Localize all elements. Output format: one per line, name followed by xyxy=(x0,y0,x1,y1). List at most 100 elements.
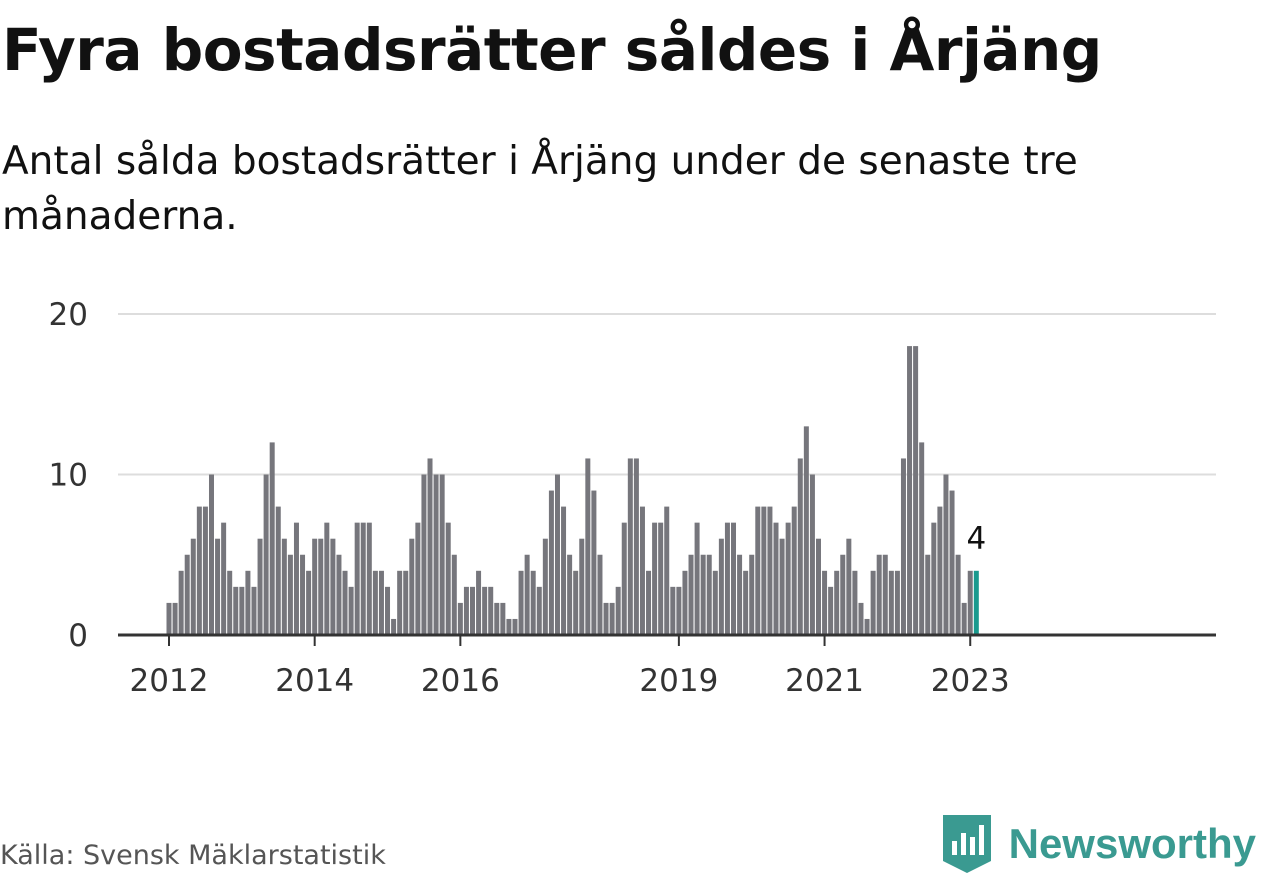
bar xyxy=(251,586,257,635)
bar xyxy=(190,538,196,635)
x-tick-label: 2014 xyxy=(275,663,354,699)
bar xyxy=(221,522,227,635)
bar xyxy=(397,570,403,635)
bar xyxy=(791,506,797,635)
bar xyxy=(724,522,730,635)
bar xyxy=(439,474,445,635)
bar xyxy=(913,346,919,635)
bar xyxy=(627,458,633,635)
bar xyxy=(858,602,864,635)
bar xyxy=(518,570,524,635)
bar xyxy=(233,586,239,635)
bar xyxy=(208,474,214,635)
bar xyxy=(300,554,306,635)
bar xyxy=(876,554,882,635)
bar xyxy=(202,506,208,635)
bar xyxy=(269,442,275,635)
bar xyxy=(840,554,846,635)
bar xyxy=(603,602,609,635)
bar xyxy=(196,506,202,635)
bar xyxy=(755,506,761,635)
source-note: Källa: Svensk Mäklarstatistik xyxy=(0,840,386,871)
bar xyxy=(445,522,451,635)
bar xyxy=(500,602,506,635)
bar xyxy=(354,522,360,635)
y-tick-label: 20 xyxy=(49,297,88,333)
chart-subtitle: Antal sålda bostadsrätter i Årjäng under… xyxy=(2,139,1078,239)
bar xyxy=(670,586,676,635)
bar xyxy=(360,522,366,635)
bar xyxy=(184,554,190,635)
bar xyxy=(530,570,536,635)
bar xyxy=(961,602,967,635)
bar xyxy=(554,474,560,635)
bar xyxy=(263,474,269,635)
bar xyxy=(955,554,961,635)
bar xyxy=(178,570,184,635)
bar xyxy=(712,570,718,635)
bar xyxy=(815,538,821,635)
bar xyxy=(967,570,973,635)
bar xyxy=(900,458,906,635)
bar xyxy=(427,458,433,635)
bar xyxy=(245,570,251,635)
bar xyxy=(682,570,688,635)
bar xyxy=(828,586,834,635)
bar xyxy=(506,618,512,635)
bar xyxy=(919,442,925,635)
bar xyxy=(512,618,518,635)
bar xyxy=(767,506,773,635)
bar xyxy=(718,538,724,635)
brand-name: Newsworthy xyxy=(1008,820,1256,867)
bar xyxy=(494,602,500,635)
y-tick-label: 0 xyxy=(68,618,88,654)
bar xyxy=(342,570,348,635)
bar-chart: 0 10 20 4 2012 2014 2016 2019 2021 2023 xyxy=(49,297,1216,699)
bar xyxy=(378,570,384,635)
bar xyxy=(646,570,652,635)
bar xyxy=(597,554,603,635)
bar xyxy=(591,490,597,635)
x-tick-label: 2019 xyxy=(639,663,718,699)
bar xyxy=(470,586,475,635)
x-tick-label: 2021 xyxy=(785,663,864,699)
bar-highlight xyxy=(973,570,979,635)
bar xyxy=(330,538,336,635)
bar xyxy=(585,458,591,635)
bar xyxy=(803,426,809,635)
bar xyxy=(433,474,439,635)
bar xyxy=(888,570,894,635)
bar xyxy=(421,474,427,635)
bar xyxy=(372,570,378,635)
bar xyxy=(785,522,791,635)
bar-chart-logo-icon xyxy=(942,815,991,873)
bar xyxy=(524,554,530,635)
bar xyxy=(573,570,579,635)
bar xyxy=(822,570,828,635)
bar xyxy=(609,602,615,635)
bar xyxy=(700,554,706,635)
bar xyxy=(567,554,573,635)
bar xyxy=(403,570,409,635)
bar xyxy=(615,586,621,635)
bar xyxy=(215,538,221,635)
bar xyxy=(846,538,852,635)
bar xyxy=(324,522,330,635)
bar xyxy=(336,554,342,635)
bar xyxy=(834,570,840,635)
bar xyxy=(852,570,858,635)
bar xyxy=(366,522,372,635)
bar xyxy=(633,458,639,635)
bar xyxy=(275,506,281,635)
bar xyxy=(482,586,488,635)
bar xyxy=(287,554,293,635)
bar xyxy=(639,506,645,635)
bar xyxy=(391,618,397,635)
bar xyxy=(621,522,627,635)
bar xyxy=(773,522,779,635)
bar xyxy=(579,538,585,635)
bar xyxy=(548,490,554,635)
bar xyxy=(227,570,233,635)
bar xyxy=(476,570,482,635)
bar xyxy=(894,570,900,635)
